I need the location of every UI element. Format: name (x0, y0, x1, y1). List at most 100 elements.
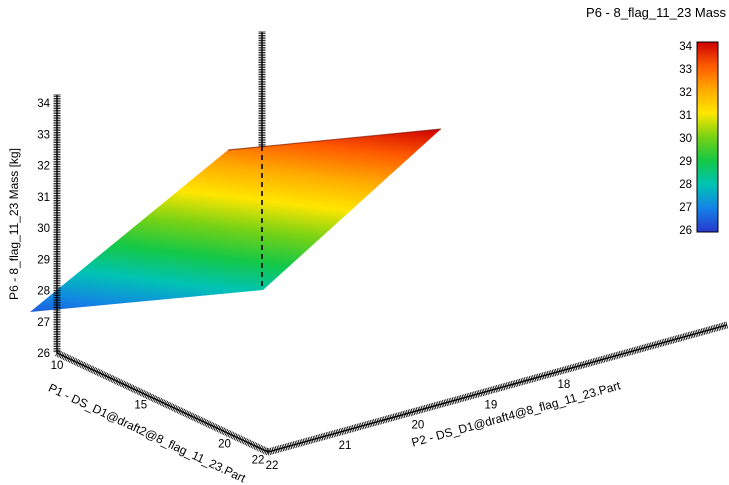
axis-tick (276, 445, 280, 453)
axis-tick (640, 345, 643, 353)
axis-tick (129, 384, 133, 391)
axis-tick (666, 337, 670, 345)
axis-tick (515, 379, 519, 387)
axis-tick (144, 391, 149, 399)
axis-tick (433, 402, 437, 410)
axis-tick (569, 364, 573, 372)
axis-tick (350, 425, 353, 433)
axis-tick (56, 350, 61, 358)
axis-tick (576, 362, 579, 370)
axis-tick (238, 435, 242, 443)
axis-tick (202, 418, 207, 426)
axis-tick (250, 441, 255, 449)
axis-tick (723, 322, 727, 329)
axis-tick (189, 412, 193, 420)
axis-tick (212, 423, 216, 430)
axis-tick (269, 447, 273, 455)
axis-tick (340, 428, 344, 436)
axis-tick (492, 385, 496, 393)
response-surface (30, 129, 441, 312)
back-axis (258, 31, 266, 147)
axis-tick (310, 436, 314, 444)
axis-tick (674, 335, 678, 343)
axis-tick (468, 392, 471, 400)
legend: 34 33 32 31 30 29 28 27 26 (679, 41, 719, 237)
axis-tick (118, 379, 122, 386)
legend-tick-label: 30 (679, 133, 692, 145)
axis-tick (343, 427, 347, 435)
tick-label: 28 (37, 286, 50, 298)
axis-tick (722, 322, 725, 330)
axis-tick (717, 323, 720, 331)
axis-tick (387, 414, 391, 422)
axis-tick (453, 396, 457, 404)
axis-tick (486, 387, 489, 395)
axis-tick (635, 346, 638, 354)
axis-tick (164, 400, 169, 408)
axis-tick (420, 405, 424, 413)
axis-tick (686, 332, 689, 340)
axis-tick (596, 357, 599, 365)
tick-label: 22 (252, 454, 265, 466)
axis-tick (520, 378, 524, 386)
axis-tick (294, 440, 298, 448)
axis-tick (224, 429, 229, 436)
axis-tick (720, 322, 724, 330)
axis-tick (476, 390, 480, 398)
axis-tick (679, 334, 683, 342)
axis-tick (661, 339, 665, 347)
tick-label: 33 (37, 129, 50, 141)
axis-tick (623, 349, 627, 357)
axis-tick (324, 432, 327, 440)
tick-label: 15 (134, 399, 147, 411)
z-axis-title: P6 - 8_flag_11_23 Mass [kg] (7, 148, 21, 300)
axis-tick (432, 402, 435, 410)
axis-tick (107, 374, 112, 381)
axis-tick (535, 374, 539, 382)
axis-tick (256, 444, 261, 451)
tick-label: 34 (37, 98, 50, 110)
axis-tick (165, 401, 170, 409)
axis-tick (582, 361, 586, 368)
axis-tick (65, 354, 70, 362)
axis-tick (216, 425, 221, 433)
axis-tick (376, 418, 380, 426)
axis-tick (399, 411, 403, 419)
axis-tick (252, 442, 256, 449)
axis-tick (409, 409, 412, 417)
axis-tick (299, 439, 303, 447)
axis-tick (242, 437, 247, 445)
axis-tick (482, 388, 486, 396)
axis-tick (133, 386, 138, 394)
axis-tick (109, 374, 113, 382)
axis-tick (664, 338, 668, 346)
axis-tick (479, 389, 483, 397)
axis-tick (73, 358, 78, 366)
axis-tick (455, 396, 458, 404)
axis-tick (173, 405, 178, 412)
axis-tick (360, 422, 363, 430)
axis-tick (527, 376, 530, 384)
axis-tick (591, 358, 594, 366)
axis-tick (55, 349, 59, 357)
axis-tick (150, 394, 155, 402)
axis-tick (317, 434, 321, 442)
axis-tick (159, 398, 164, 406)
axis-tick (607, 354, 611, 362)
axis-tick (504, 382, 507, 390)
axis-tick (381, 416, 385, 424)
tick-label: 31 (37, 192, 50, 204)
axis-tick (530, 375, 534, 383)
axis-tick (271, 447, 275, 455)
axis-tick (653, 341, 656, 349)
axis-tick (551, 369, 555, 377)
axis-tick (625, 349, 629, 357)
axis-tick (709, 326, 712, 334)
axis-tick (84, 363, 89, 371)
axis-tick (537, 373, 540, 381)
axis-tick (563, 366, 566, 374)
axis-tick (233, 433, 238, 441)
axis-tick (101, 371, 106, 379)
axis-tick (705, 327, 709, 334)
axis-tick (332, 430, 335, 438)
